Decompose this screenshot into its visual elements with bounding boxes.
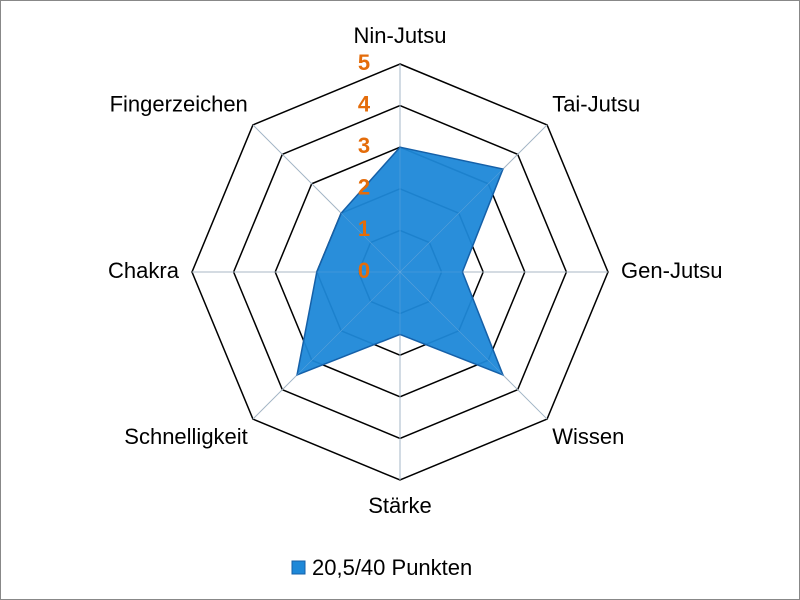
r-tick-label: 4 xyxy=(358,91,371,116)
category-label: Stärke xyxy=(368,493,432,518)
r-tick-label: 2 xyxy=(358,175,370,200)
category-label: Tai-Jutsu xyxy=(552,92,640,117)
r-tick-label: 1 xyxy=(358,216,370,241)
category-label: Nin-Jutsu xyxy=(354,23,447,48)
spoke-overlay xyxy=(252,124,401,273)
spoke-overlay xyxy=(399,271,548,420)
category-label: Gen-Jutsu xyxy=(621,258,723,283)
category-label: Chakra xyxy=(108,258,180,283)
spoke-overlay xyxy=(399,124,548,273)
legend-label: 20,5/40 Punkten xyxy=(312,555,472,580)
r-tick-label: 0 xyxy=(358,258,370,283)
category-label: Wissen xyxy=(552,424,624,449)
category-label: Fingerzeichen xyxy=(110,92,248,117)
legend-swatch xyxy=(291,560,306,575)
category-label: Schnelligkeit xyxy=(124,424,248,449)
r-tick-label: 3 xyxy=(358,133,370,158)
spoke-overlay xyxy=(252,271,401,420)
r-tick-label: 5 xyxy=(358,50,370,75)
